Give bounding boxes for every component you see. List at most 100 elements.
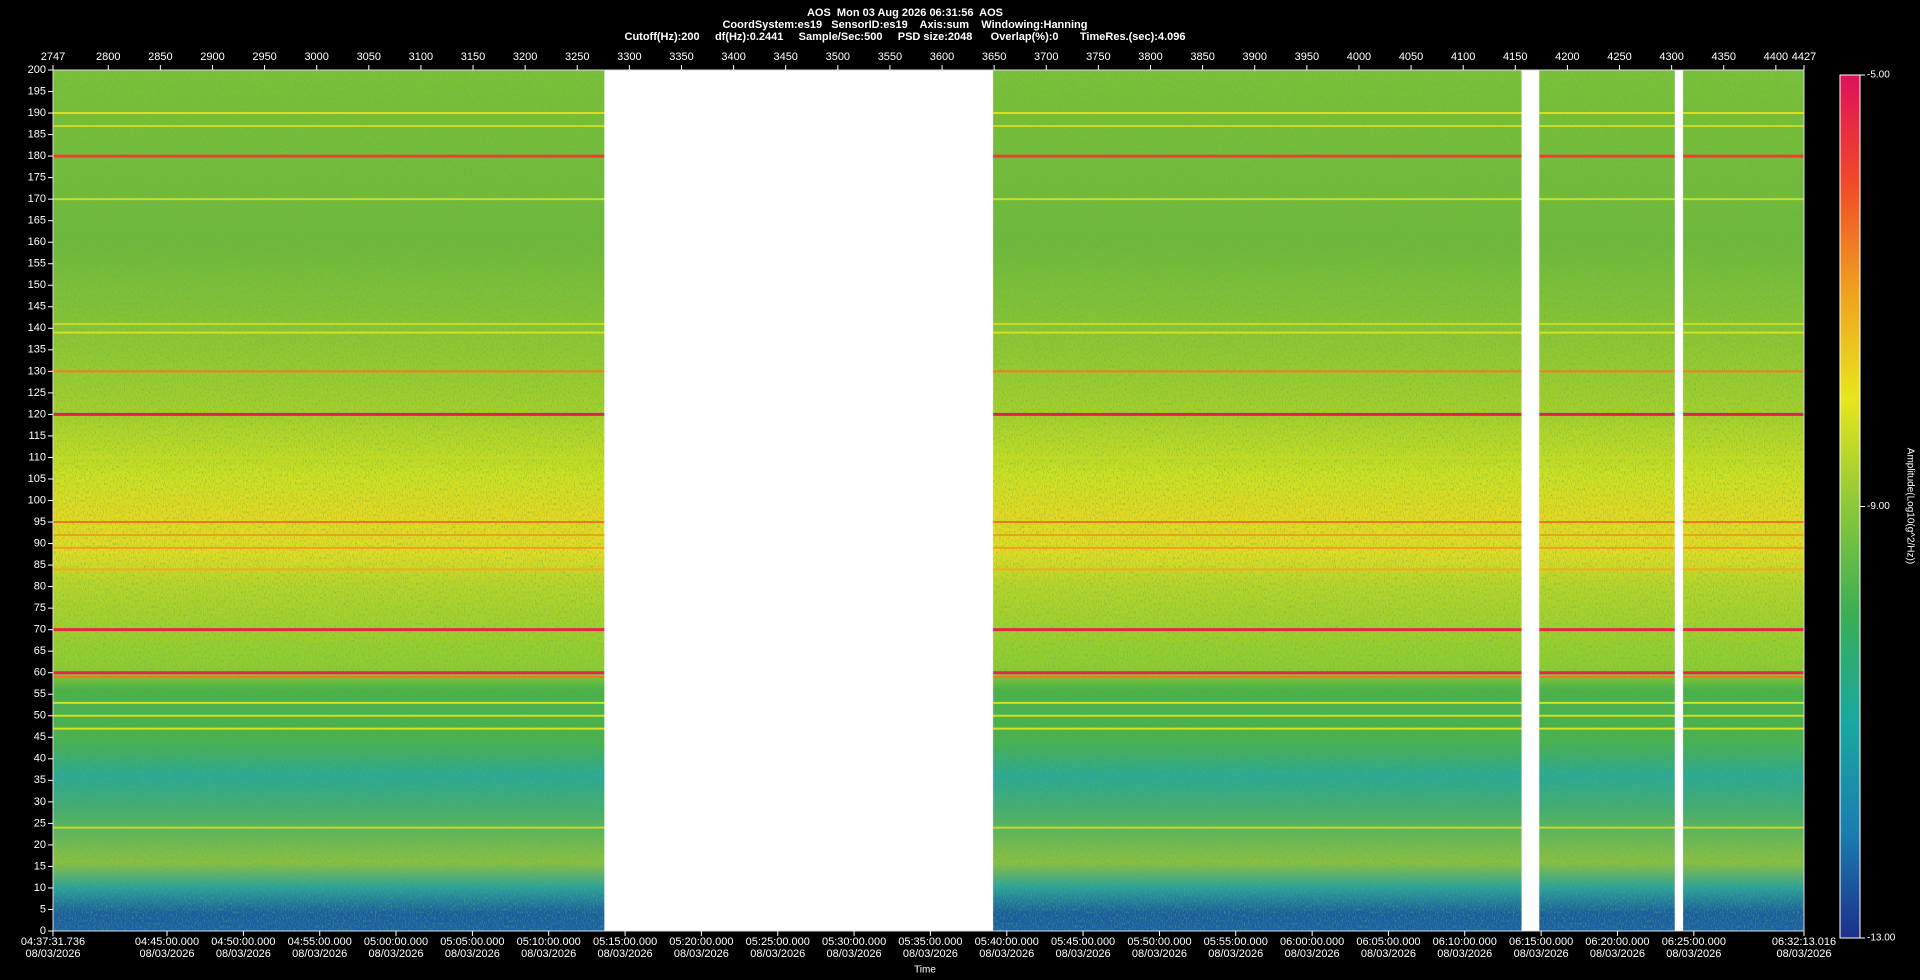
top-tick-label: 3700 (1034, 51, 1058, 63)
y-tick-label: 80 (34, 581, 46, 593)
y-tick-label: 40 (34, 753, 46, 765)
y-tick-label: 100 (28, 494, 46, 506)
top-tick-label: 3400 (721, 51, 745, 63)
x-tick-label: 06:00:00.000 08/03/2026 (1280, 936, 1345, 960)
y-tick-label: 155 (28, 258, 46, 270)
top-tick-label: 3950 (1295, 51, 1319, 63)
y-tick-label: 95 (34, 516, 46, 528)
x-tick-label: 05:50:00.000 08/03/2026 (1127, 936, 1192, 960)
x-tick-label: 05:45:00.000 08/03/2026 (1050, 936, 1116, 960)
y-tick-label: 120 (28, 408, 46, 420)
y-tick-label: 15 (34, 860, 46, 872)
x-tick-label: 05:20:00.000 08/03/2026 (669, 936, 734, 960)
colorbar (1839, 74, 1861, 939)
top-tick-label: 3250 (565, 51, 589, 63)
x-tick-label: 04:45:00.000 08/03/2026 (134, 936, 200, 960)
top-tick-label: 3800 (1138, 51, 1162, 63)
y-tick-label: 190 (28, 107, 46, 119)
subtitle: Cutoff(Hz):200 df(Hz):0.2441 Sample/Sec:… (625, 31, 1186, 43)
top-tick-label: 2800 (96, 51, 120, 63)
plot (53, 70, 1804, 931)
top-tick-label: 3900 (1242, 51, 1266, 63)
y-tick-label: 75 (34, 602, 46, 614)
colorbar-label: Amplitude(Log10(g^2/Hz)) (1904, 448, 1915, 564)
x-tick-label: 04:50:00.000 08/03/2026 (211, 936, 276, 960)
y-tick-label: 10 (34, 882, 46, 894)
y-tick-label: 65 (34, 645, 46, 657)
x-axis-label: Time (914, 965, 936, 976)
top-tick-label: 3450 (773, 51, 797, 63)
data-gap (1521, 70, 1540, 931)
y-tick-label: 70 (34, 624, 46, 636)
y-tick-label: 200 (28, 64, 46, 76)
top-tick-label: 3000 (304, 51, 328, 63)
y-tick-label: 20 (34, 839, 46, 851)
x-tick-label: 04:37:31.736 08/03/2026 (20, 936, 86, 960)
data-gap (1674, 70, 1684, 931)
x-tick-label: 05:55:00.000 08/03/2026 (1203, 936, 1268, 960)
top-tick-label: 3350 (669, 51, 693, 63)
top-tick-label: 3600 (930, 51, 954, 63)
y-tick-label: 150 (28, 279, 46, 291)
y-tick-label: 60 (34, 667, 46, 679)
subtitle: CoordSystem:es19 SensorID:es19 Axis:sum … (722, 19, 1087, 31)
top-tick-label: 3200 (513, 51, 537, 63)
top-tick-label: 4300 (1659, 51, 1683, 63)
top-tick-label: 4400 (1764, 51, 1788, 63)
y-tick-label: 175 (28, 172, 46, 184)
y-tick-label: 0 (40, 925, 46, 937)
top-tick-label: 2747 (41, 51, 65, 63)
y-tick-label: 105 (28, 473, 46, 485)
top-tick-label: 4250 (1607, 51, 1631, 63)
top-tick-label: 4427 (1792, 51, 1816, 63)
y-tick-label: 135 (28, 344, 46, 356)
x-tick-label: 06:10:00.000 08/03/2026 (1432, 936, 1497, 960)
x-tick-label: 05:10:00.000 08/03/2026 (516, 936, 581, 960)
y-tick-label: 130 (28, 365, 46, 377)
top-tick-label: 3650 (982, 51, 1006, 63)
x-tick-label: 05:30:00.000 08/03/2026 (821, 936, 887, 960)
y-tick-label: 125 (28, 387, 46, 399)
top-tick-label: 3750 (1086, 51, 1110, 63)
x-tick-label: 06:25:00.000 08/03/2026 (1661, 936, 1726, 960)
x-tick-label: 06:05:00.000 08/03/2026 (1356, 936, 1421, 960)
y-tick-label: 35 (34, 774, 46, 786)
y-tick-label: 85 (34, 559, 46, 571)
x-tick-label: 05:25:00.000 08/03/2026 (745, 936, 810, 960)
top-tick-label: 2850 (148, 51, 172, 63)
top-tick-label: 3100 (409, 51, 433, 63)
top-tick-label: 4100 (1451, 51, 1475, 63)
x-tick-label: 05:00:00.000 08/03/2026 (363, 936, 429, 960)
top-tick-label: 3300 (617, 51, 641, 63)
top-tick-label: 3550 (878, 51, 902, 63)
colorbar-tick-label: -13.00 (1867, 933, 1896, 944)
colorbar-tick-label: -5.00 (1867, 70, 1890, 81)
y-tick-label: 165 (28, 215, 46, 227)
y-tick-label: 115 (28, 430, 46, 442)
y-tick-label: 55 (34, 688, 46, 700)
y-tick-label: 180 (28, 150, 46, 162)
top-tick-label: 3050 (357, 51, 381, 63)
y-tick-label: 140 (28, 322, 46, 334)
x-tick-label: 06:20:00.000 08/03/2026 (1585, 936, 1650, 960)
data-gap (604, 70, 994, 931)
x-tick-label: 06:32:13.016 08/03/2026 (1771, 936, 1837, 960)
y-tick-label: 110 (28, 451, 46, 463)
top-tick-label: 4350 (1712, 51, 1736, 63)
y-tick-label: 5 (40, 903, 46, 915)
y-tick-label: 50 (34, 710, 46, 722)
top-tick-label: 3500 (826, 51, 850, 63)
x-tick-label: 05:40:00.000 08/03/2026 (974, 936, 1039, 960)
y-tick-label: 185 (28, 128, 46, 140)
x-tick-label: 05:15:00.000 08/03/2026 (592, 936, 658, 960)
top-tick-label: 4150 (1503, 51, 1527, 63)
y-tick-label: 170 (28, 193, 46, 205)
x-tick-label: 06:15:00.000 08/03/2026 (1509, 936, 1574, 960)
y-tick-label: 160 (28, 236, 46, 248)
top-tick-label: 4200 (1555, 51, 1579, 63)
y-tick-label: 30 (34, 796, 46, 808)
top-tick-label: 4050 (1399, 51, 1423, 63)
y-tick-label: 90 (34, 537, 46, 549)
x-tick-label: 04:55:00.000 08/03/2026 (287, 936, 352, 960)
y-tick-label: 45 (34, 731, 46, 743)
